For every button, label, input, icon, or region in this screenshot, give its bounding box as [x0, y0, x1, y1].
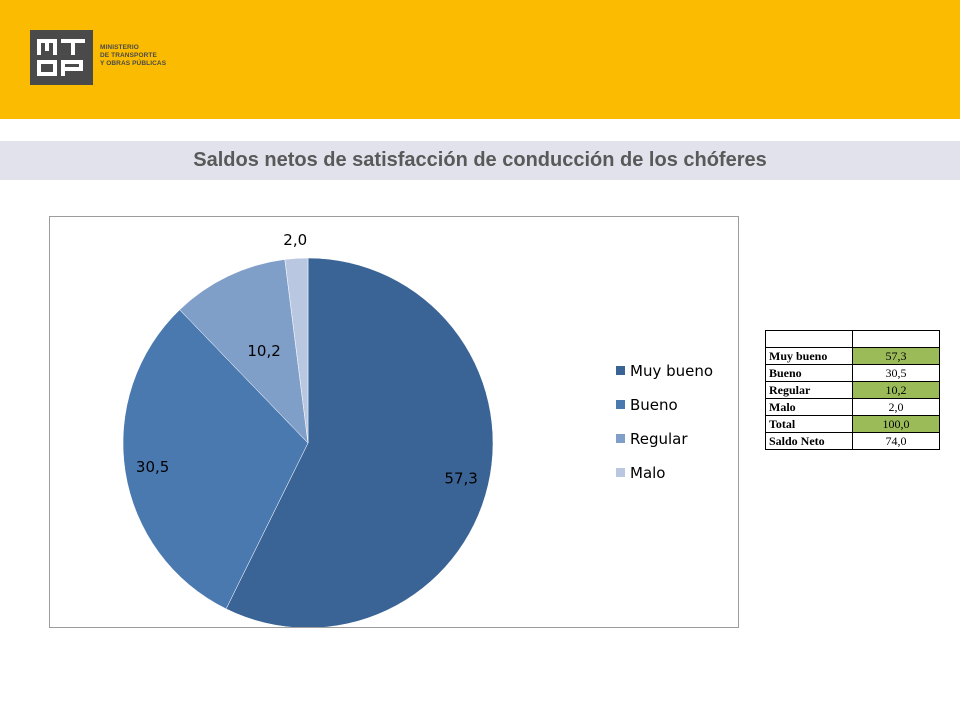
pie-chart: 57,3 30,5 10,2 2,0 Muy bueno Bueno Regular Malo: [122, 231, 713, 627]
legend-label: Regular: [630, 430, 688, 448]
legend-swatch: [616, 434, 625, 443]
table-row-label: Regular: [765, 381, 853, 399]
logo-wordmark: MINISTERIO DE TRANSPORTE Y OBRAS PÚBLICA…: [100, 44, 166, 68]
table-row: Regular 10,2: [765, 381, 940, 399]
data-label: 2,0: [283, 231, 307, 249]
table-header-cell: [852, 330, 940, 348]
pie-slice-regular: [179, 259, 309, 444]
pie-slice-bueno: [122, 309, 309, 610]
table-row: Bueno 30,5: [765, 364, 940, 382]
table-row-value: 57,3: [852, 347, 940, 365]
table-row-label: Saldo Neto: [765, 432, 853, 450]
table-row-label: Bueno: [765, 364, 853, 382]
data-table: Muy bueno 57,3 Bueno 30,5 Regular 10,2 Malo 2,0…: [765, 330, 940, 450]
table-row-value: 74,0: [852, 432, 940, 450]
logo-line: DE TRANSPORTE: [100, 52, 157, 59]
logo-line: MINISTERIO: [100, 44, 139, 51]
table-row-label: Malo: [765, 398, 853, 416]
table-header-row: [765, 330, 940, 348]
table-header-cell: [765, 330, 853, 348]
data-label: 30,5: [136, 458, 169, 476]
table-row-value: 2,0: [852, 398, 940, 416]
table-row-value: 10,2: [852, 381, 940, 399]
legend-label: Malo: [630, 464, 665, 482]
logo-line: Y OBRAS PÚBLICAS: [100, 60, 167, 67]
table-row: Malo 2,0: [765, 398, 940, 416]
page-title: Saldos netos de satisfacción de conducci…: [193, 149, 767, 171]
pie-chart-frame: 57,3 30,5 10,2 2,0 Muy bueno Bueno Regular Malo: [49, 216, 739, 628]
legend-swatch: [616, 400, 625, 409]
legend-label: Muy bueno: [630, 362, 713, 380]
table-row: Saldo Neto 74,0: [765, 432, 940, 450]
pie-slice-malo: [284, 257, 309, 444]
table-row: Muy bueno 57,3: [765, 347, 940, 365]
header-band: MINISTERIO DE TRANSPORTE Y OBRAS PÚBLICA…: [0, 0, 960, 119]
legend-swatch: [616, 468, 625, 477]
table-row-label: Total: [765, 415, 853, 433]
title-band: Saldos netos de satisfacción de conducci…: [0, 141, 960, 180]
legend-swatch: [616, 366, 625, 375]
data-label: 57,3: [444, 470, 477, 488]
legend-label: Bueno: [630, 396, 678, 414]
pie-slice-muy-bueno: [225, 257, 494, 627]
table-row-value: 30,5: [852, 364, 940, 382]
table-row-value: 100,0: [852, 415, 940, 433]
data-label: 10,2: [247, 342, 280, 360]
table-row-label: Muy bueno: [765, 347, 853, 365]
mtop-logo: [30, 30, 93, 85]
table-row: Total 100,0: [765, 415, 940, 433]
